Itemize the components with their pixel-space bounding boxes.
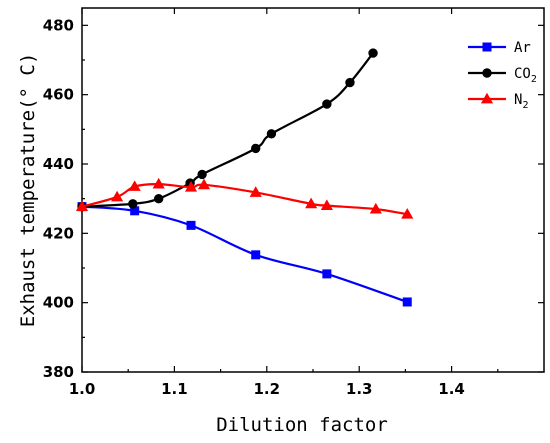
data-point-n2 [75, 200, 89, 212]
legend: Ar CO2 N2 [468, 40, 537, 111]
x-tick-label: 1.1 [161, 380, 188, 398]
data-point-co2 [251, 143, 261, 154]
legend-item-ar: Ar [468, 40, 531, 56]
series-ar [77, 202, 412, 307]
data-point-n2 [152, 177, 165, 189]
data-point-n2 [111, 190, 124, 202]
data-point-co2 [322, 99, 332, 109]
x-tick-label: 1.3 [346, 380, 373, 398]
legend-marker-n2 [480, 92, 494, 104]
legend-subscript-co2: 2 [531, 74, 537, 85]
legend-marker-co2 [482, 68, 492, 78]
data-point-n2 [197, 178, 211, 190]
y-tick-label: 460 [43, 86, 74, 104]
y-axis-label: Exhaust temperature(° C) [17, 53, 39, 328]
data-point-ar [322, 269, 332, 279]
data-point-co2 [153, 193, 164, 204]
y-tick-label: 480 [43, 16, 74, 34]
legend-marker-ar [482, 42, 492, 52]
x-axis-label: Dilution factor [216, 414, 388, 436]
series-n2 [75, 177, 414, 219]
x-tick-label: 1.0 [69, 380, 96, 398]
series-line-ar [80, 205, 409, 304]
series-co2 [77, 48, 378, 212]
legend-label-co2: CO2 [514, 66, 537, 85]
x-tick-label: 1.4 [438, 380, 465, 398]
data-point-co2 [197, 169, 207, 180]
tick-group: 1.0 1.1 1.2 1.3 1.4 380 400 420 440 460 480 [43, 8, 544, 398]
legend-item-co2: CO2 [468, 66, 537, 85]
plot-frame [81, 7, 545, 373]
legend-item-n2: N2 [468, 92, 528, 111]
series-line-co2 [80, 51, 375, 208]
legend-label-ar: Ar [514, 40, 531, 56]
data-point-n2 [128, 180, 141, 191]
data-point-n2 [401, 208, 414, 219]
data-point-n2 [369, 202, 382, 214]
legend-subscript-n2: 2 [522, 100, 528, 111]
y-tick-label: 400 [43, 294, 74, 312]
data-point-n2 [305, 197, 318, 209]
y-tick-label: 420 [43, 224, 74, 242]
y-tick-label: 380 [43, 363, 74, 381]
x-tick-label: 1.2 [254, 380, 281, 398]
series-group [75, 48, 414, 307]
data-point-n2 [184, 181, 198, 192]
data-point-co2 [345, 77, 355, 88]
data-point-n2 [249, 186, 262, 197]
y-tick-label: 440 [43, 155, 74, 173]
data-point-co2 [266, 129, 277, 139]
data-point-ar [186, 220, 196, 230]
legend-label-n2: N2 [514, 92, 528, 111]
data-point-ar [251, 250, 261, 260]
axes [81, 7, 545, 373]
data-point-co2 [368, 48, 378, 58]
data-point-n2 [320, 199, 333, 210]
data-point-co2 [128, 199, 138, 209]
data-point-ar [402, 297, 412, 307]
